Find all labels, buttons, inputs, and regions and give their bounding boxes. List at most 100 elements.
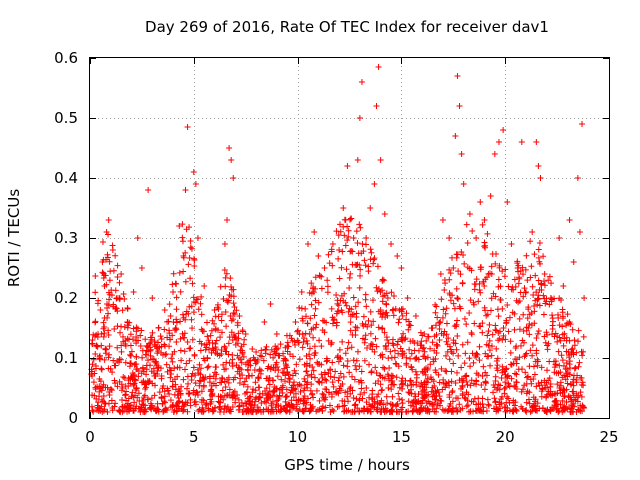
roti-bg-point [286, 379, 293, 386]
roti-bg-point [206, 375, 213, 382]
roti-bg-point [110, 267, 117, 274]
roti-bg-point [453, 251, 460, 258]
roti-bg-point [362, 332, 369, 339]
roti-bg-point [280, 350, 287, 357]
roti-bg-point [368, 369, 375, 376]
roti-bg-point [241, 378, 248, 385]
roti-bg-point [560, 362, 567, 369]
roti-bg-point [113, 295, 120, 302]
roti-bg-point [179, 330, 186, 337]
roti-bg-point [367, 330, 374, 337]
roti-bg-point [282, 407, 289, 414]
roti-bg-point [120, 333, 127, 340]
roti-bg-point [131, 361, 138, 368]
roti-bg-point [301, 375, 308, 382]
roti-bg-point [114, 344, 121, 351]
roti-bg-point [137, 343, 144, 350]
roti-bg-point [359, 335, 366, 342]
roti-bg-point [175, 405, 182, 412]
roti-point [574, 175, 581, 181]
roti-bg-point [112, 380, 119, 387]
roti-bg-point [563, 366, 570, 373]
roti-bg-point [454, 295, 461, 302]
roti-bg-point [263, 392, 270, 399]
roti-bg-point [529, 342, 536, 349]
roti-bg-point [255, 374, 262, 381]
roti-bg-point [493, 358, 500, 365]
roti-bg-point [322, 404, 329, 411]
roti-bg-point [93, 395, 100, 402]
roti-bg-point [483, 312, 490, 319]
roti-point [105, 217, 112, 223]
roti-bg-point [395, 363, 402, 370]
roti-bg-point [425, 333, 432, 340]
roti-bg-point [347, 270, 354, 277]
y-tick-labels: 0 0.1 0.2 0.3 0.4 0.5 0.6 [54, 49, 78, 427]
roti-bg-point [488, 352, 495, 359]
roti-bg-point [184, 408, 191, 415]
roti-bg-point [547, 391, 554, 398]
roti-bg-point [165, 387, 172, 394]
roti-bg-point [512, 283, 519, 290]
roti-bg-point [494, 355, 501, 362]
roti-bg-point [426, 408, 433, 415]
roti-bg-point [461, 360, 468, 367]
roti-bg-point [359, 240, 366, 247]
roti-bg-point [575, 327, 582, 334]
roti-bg-point [523, 399, 530, 406]
roti-bg-point [147, 339, 154, 346]
roti-bg-point [308, 301, 315, 308]
roti-point [292, 319, 299, 325]
roti-bg-point [381, 329, 388, 336]
roti-bg-point [146, 340, 153, 347]
roti-bg-point [312, 305, 319, 312]
roti-bg-point [349, 248, 356, 255]
roti-bg-point [329, 262, 336, 269]
roti-bg-point [420, 344, 427, 351]
roti-bg-point [508, 375, 515, 382]
roti-bg-point [204, 355, 211, 362]
roti-bg-point [116, 408, 123, 415]
roti-point [398, 265, 405, 271]
roti-bg-point [139, 354, 146, 361]
roti-bg-point [504, 393, 511, 400]
roti-bg-point [181, 366, 188, 373]
roti-bg-point [339, 380, 346, 387]
roti-bg-point [191, 262, 198, 269]
roti-bg-point [134, 325, 141, 332]
roti-bg-point [429, 384, 436, 391]
roti-bg-point [475, 372, 482, 379]
roti-bg-point [481, 239, 488, 246]
roti-bg-point [258, 399, 265, 406]
roti-bg-point [130, 382, 137, 389]
roti-point [124, 319, 131, 325]
roti-bg-point [535, 380, 542, 387]
roti-bg-point [571, 337, 578, 344]
roti-point [176, 223, 183, 229]
roti-bg-point [275, 352, 282, 359]
roti-bg-point [209, 317, 216, 324]
roti-bg-point [367, 408, 374, 415]
roti-bg-point [96, 352, 103, 359]
roti-bg-point [301, 335, 308, 342]
roti-bg-point [307, 401, 314, 408]
roti-bg-point [184, 338, 191, 345]
roti-bg-point [127, 331, 134, 338]
roti-bg-point [209, 339, 216, 346]
roti-bg-point [89, 407, 96, 414]
roti-bg-point [439, 314, 446, 321]
roti-bg-point [152, 407, 159, 414]
roti-bg-point [577, 402, 584, 409]
roti-bg-point [532, 398, 539, 405]
roti-bg-point [577, 374, 584, 381]
roti-bg-point [235, 396, 242, 403]
roti-bg-point [481, 282, 488, 289]
roti-bg-point [301, 408, 308, 415]
roti-bg-point [289, 382, 296, 389]
roti-bg-point [528, 263, 535, 270]
roti-bg-point [434, 342, 441, 349]
roti-bg-point [577, 389, 584, 396]
x-tick-labels: 0 5 10 15 20 25 [85, 428, 618, 446]
roti-bg-point [92, 272, 99, 279]
roti-bg-point [154, 367, 161, 374]
